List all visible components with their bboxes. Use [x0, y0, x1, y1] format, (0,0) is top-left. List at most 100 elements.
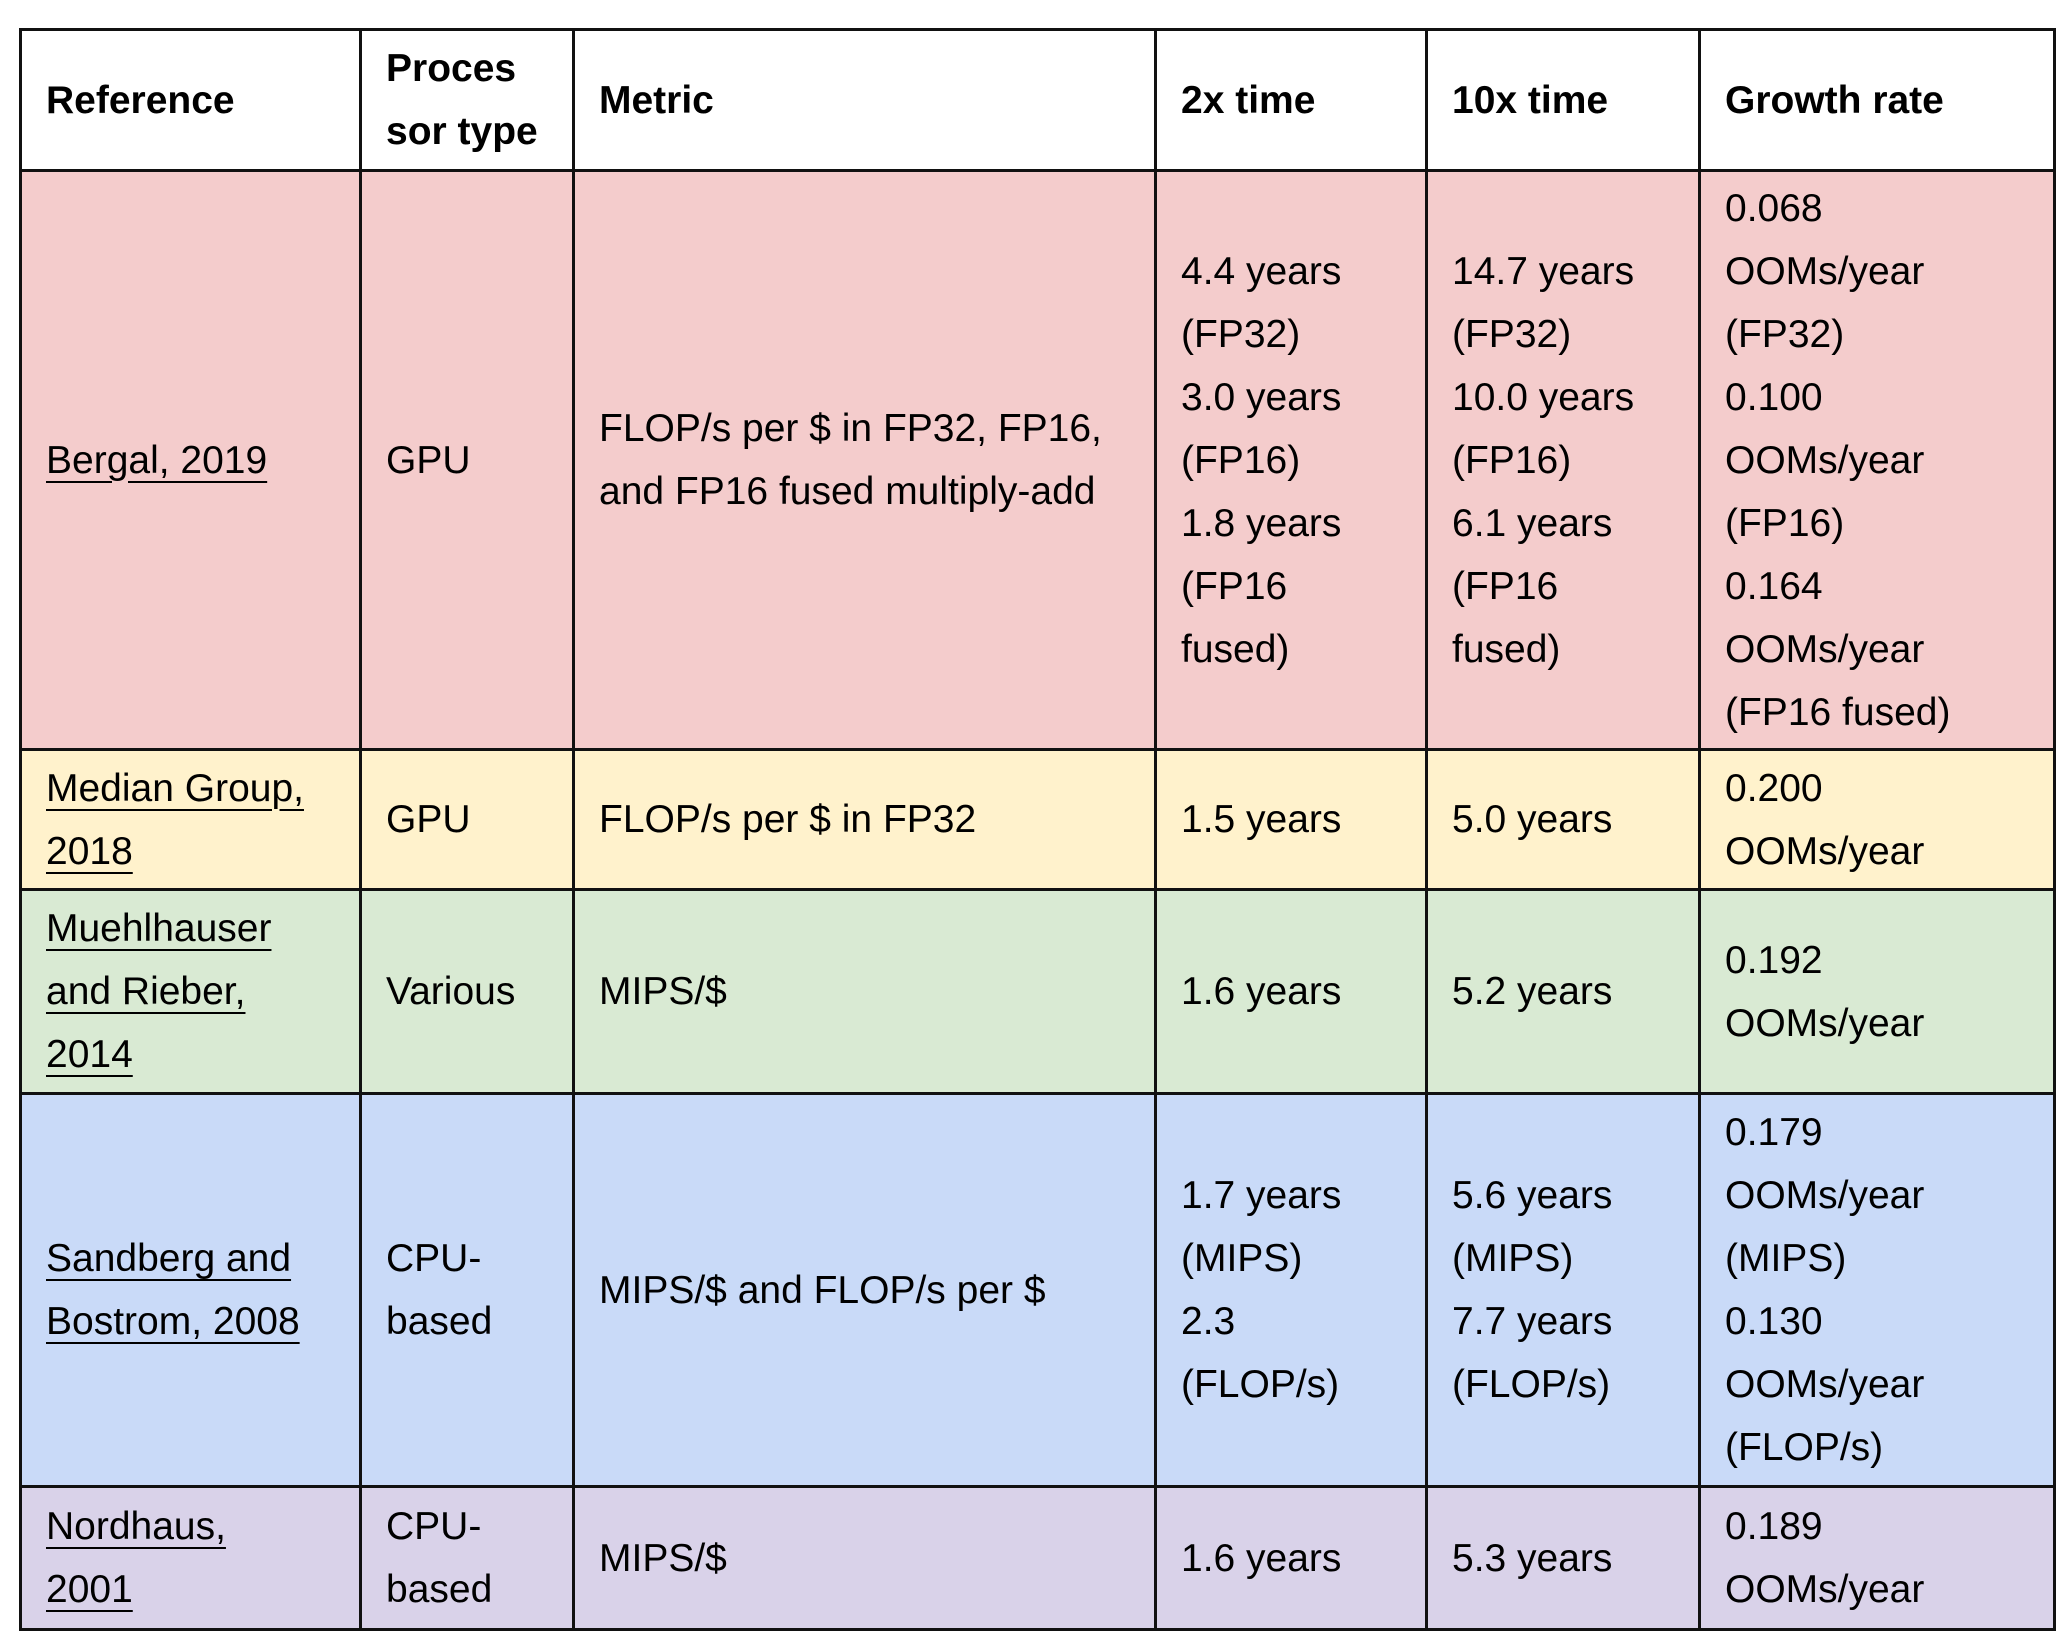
- processor-type-line: GPU: [386, 798, 471, 841]
- reference-link[interactable]: and Rieber,: [46, 970, 246, 1013]
- growth-rate-line: (FP16): [1725, 501, 1845, 545]
- growth-rate-line: 0.068: [1725, 186, 1823, 230]
- growth-rate-line: (FP16 fused): [1725, 690, 1951, 734]
- time-2x-cell: 1.5 years: [1154, 748, 1428, 891]
- header-reference: Reference: [19, 28, 362, 172]
- reference-link[interactable]: Bostrom, 2008: [46, 1300, 300, 1343]
- table-row: Muehlhauser and Rieber, 2014 Various MIPS/$ 1…: [19, 888, 2056, 1095]
- reference-line: Nordhaus,: [46, 1495, 335, 1558]
- reference-cell: Muehlhauser and Rieber, 2014: [19, 888, 362, 1095]
- header-processor-type-line-2: sor type: [386, 110, 538, 153]
- time-10x-line: (FP32): [1452, 312, 1572, 356]
- growth-rate-line: OOMs/year: [1725, 1363, 1925, 1406]
- time-10x-line: (FP16: [1452, 564, 1559, 608]
- metric-line: and FP16 fused multiply-add: [599, 470, 1096, 513]
- metric-cell: MIPS/$: [572, 1485, 1157, 1631]
- time-10x-line: (FLOP/s): [1452, 1363, 1611, 1406]
- growth-rate-cell: 0.179 OOMs/year (MIPS) 0.130 OOMs/year (FLOP/…: [1698, 1092, 2056, 1488]
- growth-rate-line: OOMs/year: [1725, 1001, 1925, 1045]
- growth-rate-cell: 0.200 OOMs/year: [1698, 748, 2056, 891]
- reference-link[interactable]: 2018: [46, 829, 133, 873]
- time-10x-line: 7.7 years: [1452, 1300, 1613, 1343]
- reference-line: Bostrom, 2008: [46, 1290, 335, 1353]
- time-2x-cell: 1.6 years: [1154, 1485, 1428, 1631]
- time-10x-cell: 14.7 years (FP32) 10.0 years (FP16) 6.1 year…: [1425, 169, 1701, 751]
- reference-line: 2001: [46, 1558, 335, 1621]
- time-2x-line: (FP16: [1181, 564, 1288, 608]
- time-2x-cell: 4.4 years (FP32) 3.0 years (FP16) 1.8 years (…: [1154, 169, 1428, 751]
- time-2x-cell: 1.6 years: [1154, 888, 1428, 1095]
- time-2x-line: (FP16): [1181, 438, 1301, 482]
- reference-line: 2018: [46, 820, 335, 883]
- time-10x-line: 5.2 years: [1452, 970, 1613, 1013]
- growth-rate-line: 0.200: [1725, 766, 1823, 810]
- reference-link[interactable]: Sandberg and: [46, 1237, 292, 1280]
- metric-cell: FLOP/s per $ in FP32, FP16, and FP16 fuse…: [572, 169, 1157, 751]
- comparison-table: Reference Proces sor type Metric 2x time…: [19, 28, 2056, 1631]
- metric-line: MIPS/$: [599, 1536, 727, 1580]
- time-10x-cell: 5.0 years: [1425, 748, 1701, 891]
- time-2x-line: (FLOP/s): [1181, 1363, 1340, 1406]
- growth-rate-line: (FP32): [1725, 312, 1845, 356]
- header-growth-rate-text: Growth rate: [1725, 78, 1944, 122]
- time-2x-line: 1.6 years: [1181, 1536, 1342, 1580]
- growth-rate-line: OOMs/year: [1725, 627, 1925, 671]
- reference-link[interactable]: Median Group,: [46, 766, 304, 810]
- header-row: Reference Proces sor type Metric 2x time…: [19, 28, 2056, 172]
- header-processor-type-line-1: Proces: [386, 47, 517, 90]
- time-10x-cell: 5.3 years: [1425, 1485, 1701, 1631]
- reference-cell: Bergal, 2019: [19, 169, 362, 751]
- time-2x-line: 1.5 years: [1181, 798, 1342, 841]
- growth-rate-line: OOMs/year: [1725, 438, 1925, 482]
- growth-rate-line: 0.130: [1725, 1300, 1823, 1343]
- header-2x-time: 2x time: [1154, 28, 1428, 172]
- time-2x-line: fused): [1181, 627, 1290, 671]
- processor-type-cell: GPU: [359, 169, 575, 751]
- processor-type-cell: CPU-based: [359, 1092, 575, 1488]
- metric-cell: FLOP/s per $ in FP32: [572, 748, 1157, 891]
- processor-type-cell: CPU-based: [359, 1485, 575, 1631]
- time-2x-line: 1.6 years: [1181, 970, 1342, 1013]
- metric-line: FLOP/s per $ in FP32: [599, 798, 977, 841]
- processor-type-cell: GPU: [359, 748, 575, 891]
- time-10x-line: 10.0 years: [1452, 375, 1635, 419]
- time-2x-line: (FP32): [1181, 312, 1301, 356]
- header-reference-text: Reference: [46, 78, 235, 122]
- reference-link[interactable]: 2001: [46, 1568, 133, 1611]
- time-10x-line: (MIPS): [1452, 1237, 1574, 1280]
- reference-line: and Rieber,: [46, 960, 335, 1023]
- reference-link[interactable]: 2014: [46, 1033, 133, 1076]
- header-metric-text: Metric: [599, 78, 714, 122]
- time-2x-line: 4.4 years: [1181, 249, 1342, 293]
- processor-type-line: GPU: [386, 438, 471, 482]
- table-row: Bergal, 2019 GPU FLOP/s per $ in FP32, FP1…: [19, 169, 2056, 751]
- time-10x-line: 5.6 years: [1452, 1174, 1613, 1217]
- growth-rate-line: 0.100: [1725, 375, 1823, 419]
- processor-type-line: CPU-: [386, 1505, 482, 1548]
- reference-line: Bergal, 2019: [46, 429, 335, 492]
- table-row: Sandberg and Bostrom, 2008 CPU-based MIPS/$…: [19, 1092, 2056, 1488]
- time-2x-line: 3.0 years: [1181, 375, 1342, 419]
- time-2x-cell: 1.7 years (MIPS) 2.3 (FLOP/s): [1154, 1092, 1428, 1488]
- time-10x-line: 6.1 years: [1452, 501, 1613, 545]
- header-metric: Metric: [572, 28, 1157, 172]
- reference-link[interactable]: Nordhaus,: [46, 1505, 226, 1548]
- reference-line: Median Group,: [46, 757, 335, 820]
- processor-type-line: based: [386, 1568, 493, 1611]
- processor-type-line: Various: [386, 970, 516, 1013]
- growth-rate-line: (MIPS): [1725, 1237, 1847, 1280]
- time-10x-line: 5.0 years: [1452, 798, 1613, 841]
- reference-link[interactable]: Muehlhauser: [46, 907, 272, 950]
- header-growth-rate: Growth rate: [1698, 28, 2056, 172]
- growth-rate-cell: 0.192 OOMs/year: [1698, 888, 2056, 1095]
- metric-cell: MIPS/$ and FLOP/s per $: [572, 1092, 1157, 1488]
- growth-rate-line: OOMs/year: [1725, 829, 1925, 873]
- time-2x-line: 1.7 years: [1181, 1174, 1342, 1217]
- reference-cell: Sandberg and Bostrom, 2008: [19, 1092, 362, 1488]
- time-2x-line: (MIPS): [1181, 1237, 1303, 1280]
- reference-link[interactable]: Bergal, 2019: [46, 438, 268, 482]
- table-row: Median Group, 2018 GPU FLOP/s per $ in FP32…: [19, 748, 2056, 891]
- growth-rate-line: OOMs/year: [1725, 1174, 1925, 1217]
- time-2x-line: 1.8 years: [1181, 501, 1342, 545]
- header-10x-time-text: 10x time: [1452, 78, 1609, 122]
